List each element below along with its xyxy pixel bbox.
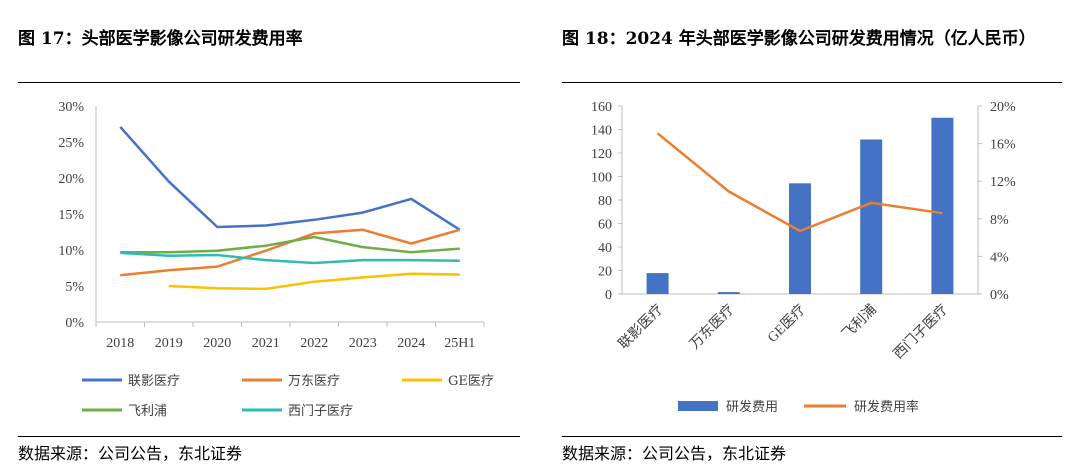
x-tick-label: 2021 [252,336,280,351]
bar [860,139,883,294]
y-left-tick-label: 160 [591,100,612,115]
y-right-tick-label: 0% [990,288,1009,303]
x-tick-label: 2023 [349,336,377,351]
combo-chart: 0 20 40 60 80 100 120 140 160 0% 4% 8% 12% 16% 20% 联影医疗… [591,100,1016,415]
y-left-tick-label: 100 [591,171,612,186]
y-tick-label: 5% [65,280,84,295]
series-line-1 [119,126,461,231]
y-left-tick-label: 60 [598,218,612,233]
bar [646,273,669,294]
source-note: 数据来源：公司公告，东北证券 [562,444,787,463]
x-tick-label: GE医疗 [765,302,809,346]
rate-line [656,132,943,233]
chart-panel-rd-expense: 图 18：2024 年头部医学影像公司研发费用情况（亿人民币） 0 20 40 60 8… [554,0,1068,468]
source-rule [562,436,1062,437]
series-line-3 [168,272,460,291]
x-tick-label: 2018 [106,336,134,351]
x-tick-label: 2022 [300,336,328,351]
y-left-tick-label: 40 [598,241,612,256]
y-tick-label: 15% [58,208,84,223]
bar [931,117,954,294]
source-note: 数据来源：公司公告，东北证券 [18,444,243,463]
title-rule [562,82,1062,83]
chart-title: 图 18：2024 年头部医学影像公司研发费用情况（亿人民币） [562,29,1036,49]
legend-label: 万东医疗 [288,374,340,389]
legend-label: 西门子医疗 [288,404,353,419]
x-tick-label: 2024 [397,336,425,351]
x-tick-label: 联影医疗 [616,302,667,353]
y-left-tick-label: 120 [591,147,612,162]
series-line-4 [120,235,460,254]
legend-label: 联影医疗 [128,374,180,389]
series-line-5 [120,251,460,265]
title-rule [18,82,520,83]
x-tick-label: 万东医疗 [687,302,738,353]
bar [717,292,740,294]
y-tick-label: 30% [58,100,84,115]
y-tick-label: 0% [65,316,84,331]
x-tick-label: 西门子医疗 [890,302,951,363]
line-chart: 0% 5% 10% 15% 20% 25% 30% 2018 2019 2020 2021 2022 2… [58,100,494,419]
chart-title: 图 17：头部医学影像公司研发费用率 [18,29,303,49]
x-tick-label: 2020 [203,336,231,351]
y-right-tick-label: 8% [990,213,1009,228]
y-tick-label: 20% [58,172,84,187]
y-tick-label: 25% [58,136,84,151]
legend-swatch-bar [678,401,718,411]
y-right-tick-label: 16% [990,138,1016,153]
y-left-tick-label: 20 [598,265,612,280]
source-rule [18,436,520,437]
legend-label: GE医疗 [448,374,494,389]
y-right-tick-label: 20% [990,100,1016,115]
y-right-tick-label: 4% [990,250,1009,265]
chart-panel-rd-rate: 图 17：头部医学影像公司研发费用率 0% 5% 10% 15% 20% 25% 30% 20… [0,0,520,468]
y-left-tick-label: 80 [598,194,612,209]
legend-label: 研发费用 [726,399,778,415]
legend-label: 研发费用率 [854,399,919,415]
legend-label: 飞利浦 [128,404,167,419]
y-left-tick-label: 0 [605,288,612,303]
x-tick-label: 飞利浦 [839,302,880,343]
y-left-tick-label: 140 [591,124,612,139]
bar [789,183,811,294]
x-tick-label: 2019 [155,336,183,351]
x-tick-label: 25H1 [444,336,475,351]
y-right-tick-label: 12% [990,175,1016,190]
y-tick-label: 10% [58,244,84,259]
